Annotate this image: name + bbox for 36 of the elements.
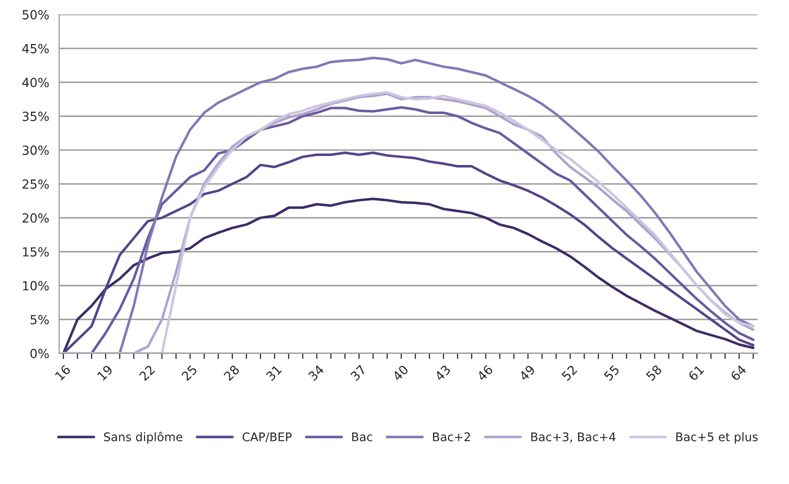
- x-tick-label: 25: [181, 364, 198, 382]
- x-tick-label: 64: [730, 364, 747, 382]
- x-tick-label: 34: [308, 364, 324, 382]
- x-tick-label: 19: [96, 364, 114, 381]
- y-tick-label: 30%: [22, 146, 49, 155]
- line-series: [62, 198, 754, 354]
- x-tick-label: 46: [476, 364, 494, 382]
- x-tick-label: 55: [603, 364, 620, 382]
- x-tick-label: 52: [561, 364, 578, 382]
- line-series: [62, 152, 754, 354]
- x-tick-label: 16: [54, 364, 72, 381]
- x-tick-label: 49: [518, 364, 536, 382]
- legend-label: CAP/BEP: [242, 432, 292, 442]
- x-tick-label: 40: [392, 364, 409, 382]
- legend-label: Bac: [352, 432, 372, 442]
- legend-label: Bac+3, Bac+4: [531, 432, 616, 443]
- x-tick-label: 31: [265, 364, 282, 382]
- legend-label: Bac+5 et plus: [676, 432, 758, 444]
- y-tick-label: 40%: [22, 78, 49, 88]
- y-tick-label: 35%: [22, 112, 49, 122]
- legend-label: Sans diplôme: [104, 432, 182, 444]
- x-tick-label: 43: [434, 364, 451, 382]
- y-tick-label: 20%: [22, 213, 49, 223]
- y-tick-label: 15%: [23, 247, 49, 257]
- x-tick-label: 28: [223, 364, 240, 382]
- x-tick-label: 58: [646, 364, 662, 382]
- x-tick-label: 37: [350, 364, 366, 382]
- y-tick-label: 45%: [22, 44, 49, 54]
- y-tick-label: 50%: [22, 10, 49, 20]
- y-tick-label: 0%: [30, 348, 49, 358]
- y-tick-label: 10%: [23, 281, 49, 290]
- x-tick-label: 22: [138, 364, 156, 382]
- y-tick-label: 25%: [22, 179, 49, 189]
- x-tick-label: 61: [688, 364, 704, 382]
- y-tick-label: 5%: [30, 314, 49, 324]
- legend-label: Bac+2: [433, 432, 470, 442]
